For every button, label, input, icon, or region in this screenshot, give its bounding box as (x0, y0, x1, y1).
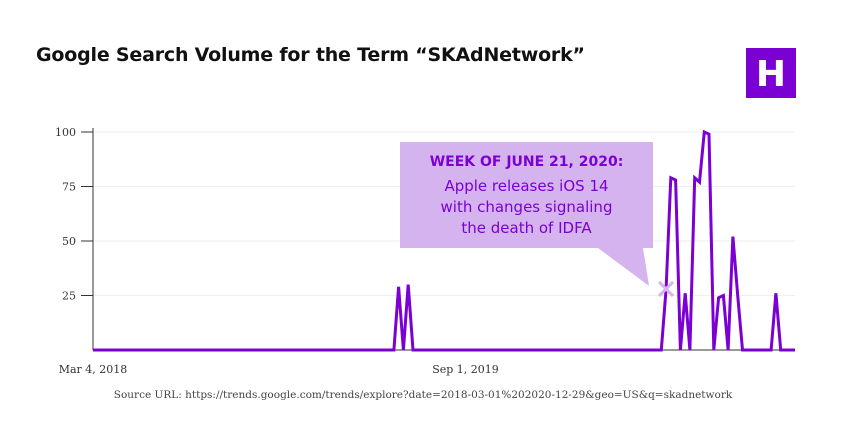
y-tick-label: 50 (62, 235, 76, 248)
series (93, 129, 795, 352)
x-tick-labels: Mar 4, 2018 Sep 1, 2019 (59, 363, 499, 376)
callout-text: with changes signaling (441, 198, 613, 216)
y-tick-labels: 25 50 75 100 (55, 126, 76, 303)
y-tick-label: 75 (62, 181, 76, 194)
x-tick-label: Mar 4, 2018 (59, 363, 128, 376)
logo-icon: H (746, 48, 796, 98)
y-tick-label: 25 (62, 290, 76, 303)
series-line (93, 129, 795, 352)
callout-text: Apple releases iOS 14 (444, 177, 608, 195)
annotation-marker (658, 280, 675, 298)
callout: WEEK OF JUNE 21, 2020: Apple releases iOS… (400, 142, 675, 298)
callout-text: the death of IDFA (461, 219, 592, 237)
callout-heading: WEEK OF JUNE 21, 2020: (430, 154, 624, 170)
x-tick-label: Sep 1, 2019 (432, 363, 499, 376)
chart-title: Google Search Volume for the Term “SKAdN… (36, 44, 585, 66)
callout-box (400, 142, 653, 286)
svg-text:H: H (756, 54, 786, 95)
source-url: Source URL: https://trends.google.com/tr… (113, 389, 733, 401)
y-tick-label: 100 (55, 126, 76, 139)
